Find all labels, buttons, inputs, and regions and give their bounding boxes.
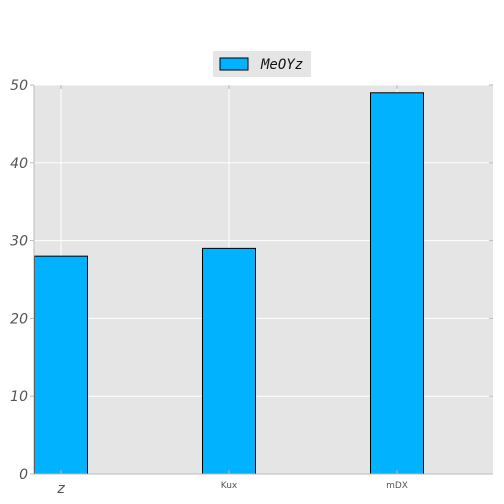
y-tick-label: 50: [10, 78, 28, 94]
y-tick-label: 40: [10, 156, 28, 172]
legend-swatch: [219, 57, 249, 71]
legend: MeOYz: [213, 51, 311, 77]
legend-label: MeOYz: [260, 57, 303, 73]
bar-kux: [202, 247, 256, 475]
y-tick-label: 0: [19, 467, 28, 483]
x-tick-label-kux: Kux: [221, 481, 238, 491]
y-axis-ticks: 0 10 20 30 40 50: [10, 78, 493, 483]
y-tick-label: 30: [10, 234, 28, 250]
x-tick-label-mdx: mDX: [386, 481, 408, 491]
bar-mdx: [370, 92, 424, 475]
plot-area: [34, 85, 493, 474]
axes: [33, 85, 493, 475]
bars: [34, 92, 424, 475]
bar-z: [34, 255, 88, 475]
y-tick-label: 10: [10, 389, 28, 405]
x-axis-ticks: z Kux mDX: [56, 85, 408, 497]
y-tick-label: 20: [10, 311, 28, 327]
x-tick-label-z: z: [56, 481, 65, 497]
